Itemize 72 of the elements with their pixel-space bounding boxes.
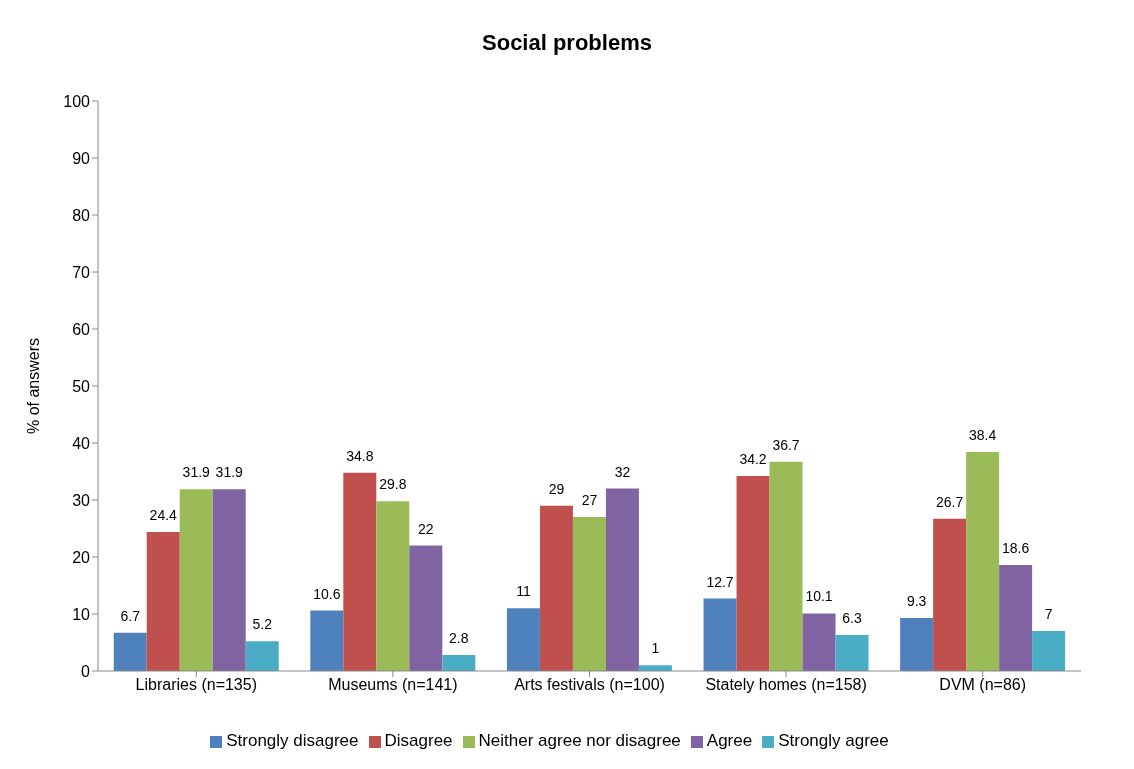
legend-label: Agree — [706, 731, 753, 750]
y-tick-label: 10 — [72, 605, 91, 623]
data-label: 7 — [1044, 606, 1053, 623]
y-tick-label: 60 — [72, 320, 91, 338]
legend-label: Disagree — [384, 731, 453, 750]
data-label: 24.4 — [149, 506, 178, 523]
data-label: 1 — [651, 640, 660, 657]
data-label: 2.8 — [449, 630, 469, 647]
x-tick-label: Stately homes (n=158) — [705, 676, 867, 694]
x-tick-label: Arts festivals (n=100) — [514, 676, 665, 694]
y-tick-label: 50 — [72, 377, 91, 395]
data-label: 26.7 — [936, 493, 964, 510]
data-label: 34.8 — [346, 447, 374, 464]
bar — [245, 641, 279, 671]
data-label: 34.2 — [739, 451, 767, 468]
bar — [966, 452, 1000, 671]
bar — [113, 632, 147, 671]
bar — [506, 608, 540, 671]
bar — [1032, 631, 1066, 671]
bar — [802, 613, 836, 671]
data-label: 31.9 — [215, 464, 244, 481]
data-label: 22 — [418, 520, 434, 537]
bar — [343, 472, 377, 671]
data-label: 36.7 — [772, 436, 800, 453]
y-tick-label: 100 — [63, 92, 91, 110]
data-label: 27 — [581, 492, 598, 509]
legend-label: Strongly disagree — [226, 731, 359, 750]
y-tick-label: 40 — [72, 434, 91, 452]
x-tick-label: DVM (n=86) — [939, 676, 1027, 694]
data-label: 6.3 — [842, 610, 862, 627]
bar — [179, 489, 213, 671]
legend-label: Strongly agree — [778, 731, 889, 750]
data-label: 32 — [614, 463, 631, 480]
bar — [933, 518, 967, 671]
bar — [736, 476, 770, 671]
data-label: 11 — [516, 583, 531, 600]
bar — [146, 531, 180, 671]
bar — [900, 617, 934, 671]
bar — [376, 501, 410, 671]
data-label: 18.6 — [1002, 539, 1030, 556]
legend-label: Neither agree nor disagree — [478, 731, 681, 750]
bar — [703, 598, 737, 671]
bar — [769, 461, 803, 671]
data-label: 10.1 — [805, 588, 833, 605]
bar — [835, 635, 869, 671]
y-tick-label: 80 — [72, 206, 91, 224]
chart-title: Social problems — [481, 30, 653, 56]
bar — [539, 505, 573, 671]
y-tick-label: 70 — [72, 263, 91, 281]
data-label: 29.8 — [379, 476, 407, 493]
data-label: 38.4 — [969, 427, 997, 444]
y-tick-label: 20 — [72, 548, 91, 566]
bar — [605, 488, 639, 671]
bar — [999, 564, 1033, 671]
bar — [409, 545, 443, 671]
y-axis-title: % of answers — [24, 337, 42, 435]
bar — [310, 610, 344, 671]
data-label: 10.6 — [313, 585, 341, 602]
x-tick-label: Museums (n=141) — [328, 676, 458, 694]
data-label: 6.7 — [120, 607, 141, 624]
data-label: 31.9 — [182, 464, 211, 481]
y-tick-label: 90 — [72, 149, 91, 167]
x-tick-label: Libraries (n=135) — [135, 676, 257, 694]
y-tick-label: 0 — [81, 662, 91, 680]
bar — [572, 517, 606, 671]
data-label: 12.7 — [706, 573, 734, 590]
data-label: 9.3 — [906, 592, 927, 609]
data-label: 5.2 — [252, 616, 273, 633]
bar — [212, 489, 246, 671]
y-tick-label: 30 — [72, 491, 91, 509]
data-label: 29 — [548, 480, 565, 497]
bar — [442, 655, 476, 671]
